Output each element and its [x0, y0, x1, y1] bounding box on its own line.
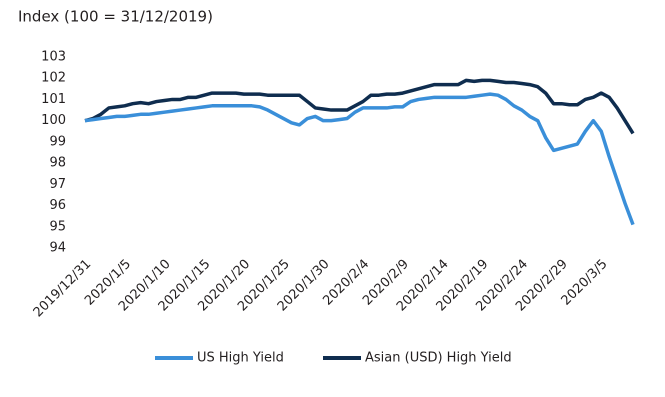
y-tick-label: 98: [49, 156, 66, 171]
y-tick-label: 96: [49, 198, 66, 213]
series-line: [84, 78, 635, 135]
y-tick-label: 100: [41, 113, 66, 128]
y-tick-label: 94: [49, 241, 66, 256]
series-line: [84, 92, 635, 226]
y-tick-label: 95: [49, 219, 66, 234]
x-tick-label: 2019/12/31: [31, 257, 95, 321]
legend-label: US High Yield: [197, 351, 284, 366]
y-tick-label: 103: [41, 50, 66, 65]
y-tick-label: 102: [41, 71, 66, 86]
y-tick-label: 99: [49, 134, 66, 149]
legend-label: Asian (USD) High Yield: [365, 351, 512, 366]
chart-title: Index (100 = 31/12/2019): [18, 8, 213, 26]
y-tick-label: 97: [49, 177, 66, 192]
y-tick-label: 101: [41, 92, 66, 107]
